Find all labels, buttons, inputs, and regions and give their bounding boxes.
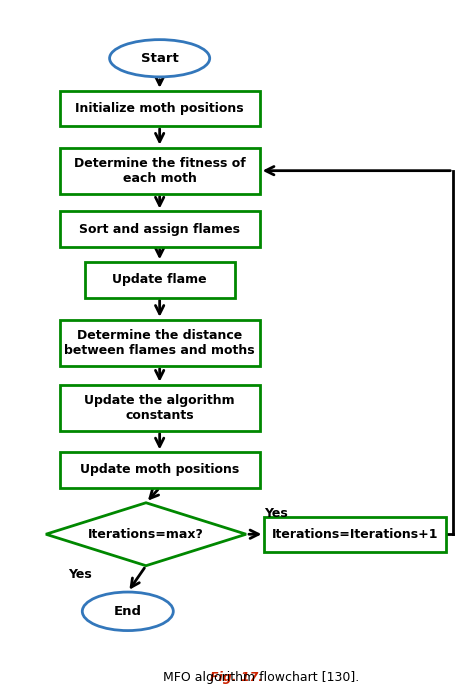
Text: Update moth positions: Update moth positions — [80, 464, 239, 477]
Ellipse shape — [82, 592, 173, 631]
Text: Yes: Yes — [68, 567, 92, 581]
Text: Start: Start — [141, 52, 179, 65]
Text: Iterations=max?: Iterations=max? — [88, 528, 204, 541]
FancyBboxPatch shape — [60, 91, 260, 126]
Text: Initialize moth positions: Initialize moth positions — [75, 102, 244, 115]
Polygon shape — [46, 503, 246, 566]
FancyBboxPatch shape — [60, 211, 260, 247]
Text: Iterations=Iterations+1: Iterations=Iterations+1 — [272, 528, 438, 541]
Text: Sort and assign flames: Sort and assign flames — [79, 222, 240, 236]
Text: Yes: Yes — [264, 507, 288, 520]
Ellipse shape — [109, 40, 210, 77]
Text: MFO algorithm flowchart [130].: MFO algorithm flowchart [130]. — [115, 671, 359, 684]
FancyBboxPatch shape — [60, 320, 260, 366]
FancyBboxPatch shape — [264, 516, 447, 552]
Text: Determine the fitness of
each moth: Determine the fitness of each moth — [74, 157, 246, 185]
Text: End: End — [114, 605, 142, 618]
Text: Determine the distance
between flames and moths: Determine the distance between flames an… — [64, 329, 255, 357]
Text: Update flame: Update flame — [112, 273, 207, 286]
Text: Fig. 17.: Fig. 17. — [210, 671, 264, 684]
FancyBboxPatch shape — [60, 148, 260, 194]
FancyBboxPatch shape — [60, 385, 260, 431]
Text: Update the algorithm
constants: Update the algorithm constants — [84, 394, 235, 422]
FancyBboxPatch shape — [60, 452, 260, 488]
FancyBboxPatch shape — [84, 262, 235, 298]
